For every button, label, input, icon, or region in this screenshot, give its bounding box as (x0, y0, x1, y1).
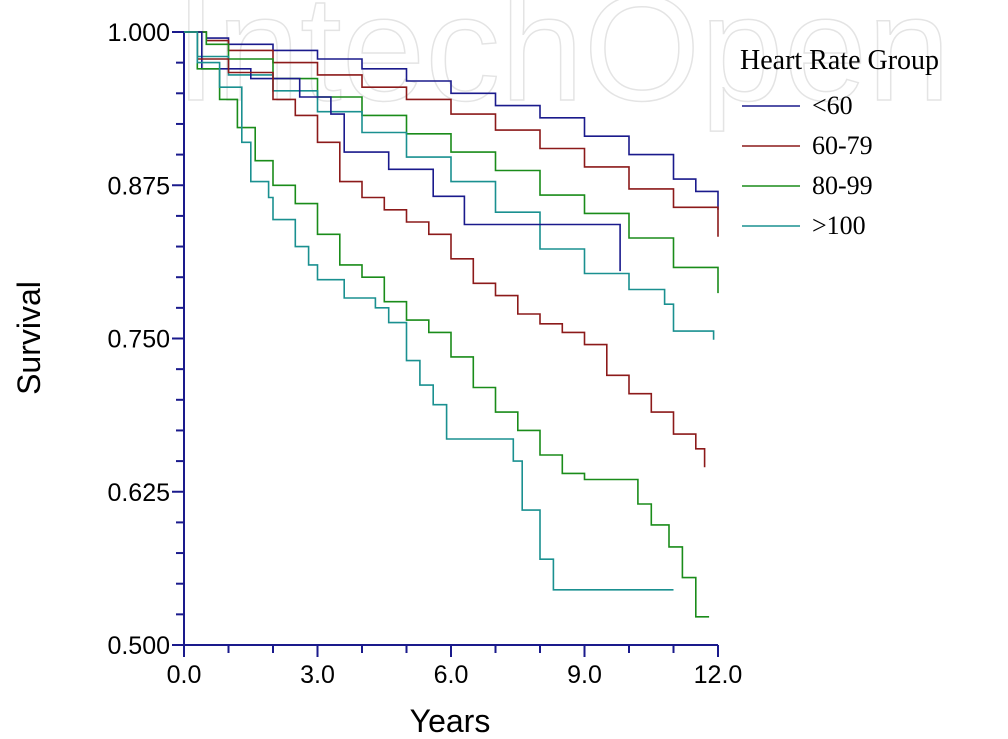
legend-label: 60-79 (812, 131, 873, 160)
series-group (184, 31, 719, 618)
series-line-5 (184, 31, 706, 468)
legend-label: >100 (812, 211, 866, 240)
y-tick-label: 0.875 (107, 172, 170, 200)
y-tick-label: 0.625 (107, 479, 170, 507)
y-axis-title: Survival (11, 281, 47, 395)
series-line-4 (184, 31, 621, 272)
watermark-text: IntechOpen (175, 0, 951, 132)
series-line-7 (184, 31, 674, 591)
y-tick-label: 0.750 (107, 326, 170, 354)
series-line-1 (184, 31, 719, 237)
x-axis-title: Years (410, 703, 491, 739)
y-tick-label: 0.500 (107, 632, 170, 660)
legend-label: <60 (812, 91, 853, 120)
legend: <60 60-79 80-99 >100 (742, 91, 873, 240)
series-line-0 (184, 31, 719, 210)
x-tick-label: 9.0 (567, 661, 602, 689)
series-line-6 (184, 31, 710, 618)
axes-group: 0.500 0.625 0.750 0.875 1.000 0.0 3.0 6.0 9.0 12.… (107, 19, 742, 689)
series-line-2 (184, 31, 719, 294)
x-tick-label: 0.0 (167, 661, 202, 689)
x-tick-label: 3.0 (300, 661, 335, 689)
legend-title: Heart Rate Group (740, 45, 939, 76)
x-tick-label: 12.0 (694, 661, 743, 689)
x-tick-label: 6.0 (434, 661, 469, 689)
legend-label: 80-99 (812, 171, 873, 200)
series-line-3 (184, 31, 715, 340)
y-tick-label: 1.000 (107, 19, 170, 47)
